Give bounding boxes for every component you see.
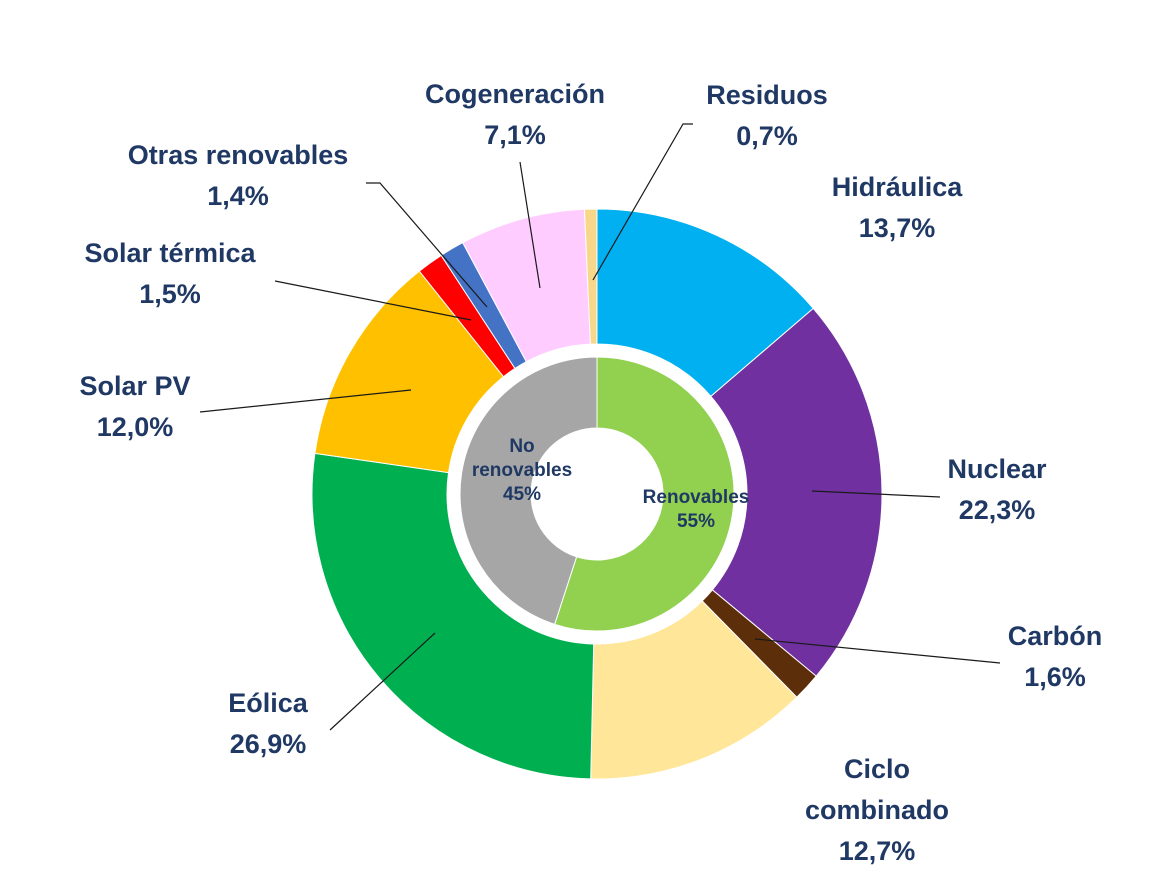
outer-residuos-label: Residuos 0,7%	[706, 80, 828, 151]
outer-solar-pv-name: Solar PV	[79, 371, 190, 401]
outer-residuos-name: Residuos	[706, 80, 828, 110]
outer-cogeneracion-leader-line	[519, 161, 541, 289]
outer-ciclo-combinado-name: Ciclo	[844, 754, 910, 784]
outer-otras-renovables-name: Otras renovables	[128, 140, 349, 170]
outer-solar-pv-value: 12,0%	[97, 412, 174, 442]
inner-renovables-value: 55%	[677, 511, 715, 532]
outer-eolica-leader-line	[329, 632, 436, 731]
outer-slice-eolica	[311, 452, 595, 780]
outer-eolica-label: Eólica 26,9%	[228, 688, 309, 759]
outer-carbon-value: 1,6%	[1024, 662, 1086, 692]
outer-cogeneracion-name: Cogeneración	[425, 79, 605, 109]
outer-slice-nuclear	[710, 307, 883, 677]
inner-no-renovables-label: No renovables 45%	[472, 436, 572, 505]
outer-solar-pv-label: Solar PV 12,0%	[79, 371, 190, 442]
outer-solar-termica-label: Solar térmica 1,5%	[84, 238, 256, 309]
inner-no-renovables-name: No	[509, 436, 534, 457]
outer-cogeneracion-value: 7,1%	[484, 120, 546, 150]
outer-nuclear-leader-line	[811, 490, 941, 498]
outer-residuos-value: 0,7%	[736, 121, 798, 151]
outer-eolica-name: Eólica	[228, 688, 309, 718]
outer-carbon-leader-line	[754, 638, 1001, 664]
outer-carbon-label: Carbón 1,6%	[1008, 621, 1103, 692]
outer-otras-renovables-leader-line	[366, 182, 488, 308]
outer-cogeneracion-label: Cogeneración 7,1%	[425, 79, 605, 150]
slice-labels: Hidráulica 13,7% Nuclear 22,3% Carbón 1,6% Cic…	[79, 79, 1102, 866]
outer-ciclo-combinado-value: 12,7%	[839, 836, 916, 866]
outer-ring	[311, 208, 883, 780]
outer-solar-pv-leader-line	[199, 389, 412, 413]
leader-lines	[199, 123, 1001, 731]
outer-hidraulica-name: Hidráulica	[832, 172, 964, 202]
outer-eolica-value: 26,9%	[230, 729, 307, 759]
inner-renovables-name: Renovables	[643, 487, 750, 508]
outer-solar-termica-name: Solar térmica	[84, 238, 256, 268]
outer-carbon-name: Carbón	[1008, 621, 1103, 651]
outer-residuos-leader-line	[592, 123, 693, 281]
outer-hidraulica-label: Hidráulica 13,7%	[832, 172, 964, 243]
outer-ciclo-combinado-label: Ciclo combinado 12,7%	[805, 754, 949, 866]
outer-solar-termica-leader-line	[274, 280, 472, 321]
outer-nuclear-name: Nuclear	[947, 454, 1047, 484]
outer-nuclear-label: Nuclear 22,3%	[947, 454, 1047, 525]
outer-hidraulica-value: 13,7%	[859, 213, 936, 243]
inner-no-renovables-name: renovables	[472, 460, 572, 481]
outer-slice-hidraulica	[596, 208, 814, 398]
outer-slice-residuos	[583, 208, 598, 345]
donut-hole	[531, 428, 663, 560]
outer-solar-termica-value: 1,5%	[139, 279, 201, 309]
inner-renovables-label: Renovables 55%	[643, 487, 750, 532]
outer-otras-renovables-label: Otras renovables 1,4%	[128, 140, 349, 211]
inner-ring	[459, 356, 735, 632]
outer-ciclo-combinado-name: combinado	[805, 795, 949, 825]
outer-nuclear-value: 22,3%	[959, 495, 1036, 525]
outer-otras-renovables-value: 1,4%	[207, 181, 269, 211]
outer-slice-ciclo-combinado	[590, 600, 798, 780]
inner-no-renovables-value: 45%	[503, 484, 541, 505]
